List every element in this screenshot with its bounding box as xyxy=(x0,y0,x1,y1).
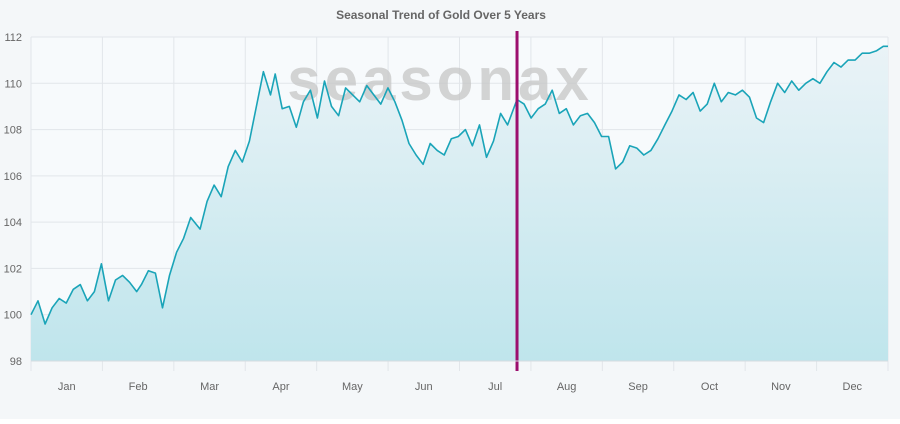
x-tick-label: Sep xyxy=(628,381,648,393)
x-axis-labels: Jan Feb Mar Apr May Jun Jul Aug Sep Oct Nov Dec xyxy=(58,381,863,393)
x-tick-label: Mar xyxy=(200,381,219,393)
x-tick-label: Aug xyxy=(557,381,577,393)
chart-title: Seasonal Trend of Gold Over 5 Years xyxy=(336,8,546,22)
x-tick-label: Nov xyxy=(771,381,791,393)
x-tick-label: Jul xyxy=(488,381,502,393)
area-fill xyxy=(31,46,888,362)
x-tick-label: Jan xyxy=(58,381,76,393)
x-tick-label: May xyxy=(342,381,363,393)
y-tick-label: 112 xyxy=(4,32,22,44)
x-tick-label: Jun xyxy=(415,381,433,393)
y-tick-label: 102 xyxy=(4,263,22,275)
x-tick-label: Feb xyxy=(129,381,148,393)
y-axis-labels: 98 100 102 104 106 108 110 112 xyxy=(4,32,22,368)
x-tick-label: Dec xyxy=(843,381,863,393)
y-tick-label: 108 xyxy=(4,125,22,137)
y-tick-label: 98 xyxy=(10,356,22,368)
series-line xyxy=(30,45,888,325)
x-tick-label: Apr xyxy=(272,381,289,393)
watermark-logo: seasonax xyxy=(287,46,593,113)
x-tick-label: Oct xyxy=(701,381,718,393)
y-tick-label: 100 xyxy=(4,310,22,322)
y-tick-label: 104 xyxy=(4,217,22,229)
y-tick-label: 106 xyxy=(4,171,22,183)
y-tick-label: 110 xyxy=(4,78,22,90)
